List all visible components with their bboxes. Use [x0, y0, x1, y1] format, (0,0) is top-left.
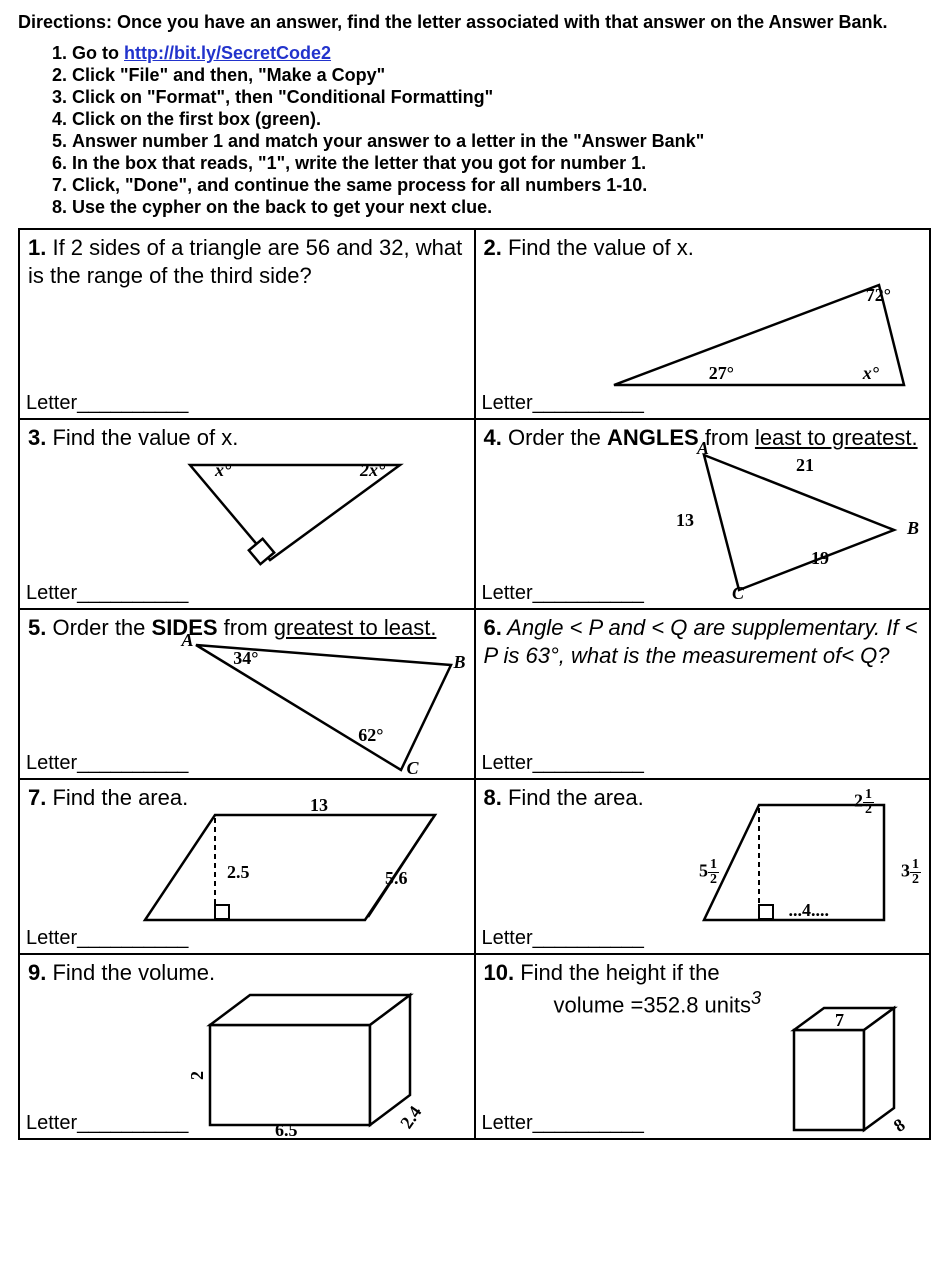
cell-q9: 9. Find the volume. 2 6.5 2.4 Letter____… — [19, 954, 475, 1139]
cell-q6: 6. Angle < P and < Q are supplementary. … — [475, 609, 931, 779]
step-2: Click "File" and then, "Make a Copy" — [72, 65, 931, 86]
secret-code-link[interactable]: http://bit.ly/SecretCode2 — [124, 43, 331, 63]
cell-q10: 10. Find the height if the volume =352.8… — [475, 954, 931, 1139]
cell-q3: 3. Find the value of x. x° 2x° Letter___… — [19, 419, 475, 609]
cell-q1: 1. If 2 sides of a triangle are 56 and 3… — [19, 229, 475, 419]
cell-q7: 7. Find the area. 13 2.5 5.6 Letter_____… — [19, 779, 475, 954]
cell-q5: 5. Order the SIDES from greatest to leas… — [19, 609, 475, 779]
steps-list: Go to http://bit.ly/SecretCode2 Click "F… — [48, 43, 931, 218]
step-3: Click on "Format", then "Conditional For… — [72, 87, 931, 108]
step-5: Answer number 1 and match your answer to… — [72, 131, 931, 152]
step-7: Click, "Done", and continue the same pro… — [72, 175, 931, 196]
cell-q8: 8. Find the area. 512 312 212 ...4.... L… — [475, 779, 931, 954]
triangle-q5 — [176, 630, 466, 780]
directions-text: Directions: Once you have an answer, fin… — [18, 12, 931, 33]
step-6: In the box that reads, "1", write the le… — [72, 153, 931, 174]
worksheet-grid: 1. If 2 sides of a triangle are 56 and 3… — [18, 228, 931, 1140]
cell-q2: 2. Find the value of x. 27° 72° x° Lette… — [475, 229, 931, 419]
step-8: Use the cypher on the back to get your n… — [72, 197, 931, 218]
step-1: Go to http://bit.ly/SecretCode2 — [72, 43, 931, 64]
cell-q4: 4. Order the ANGLES from least to greate… — [475, 419, 931, 609]
step-4: Click on the first box (green). — [72, 109, 931, 130]
